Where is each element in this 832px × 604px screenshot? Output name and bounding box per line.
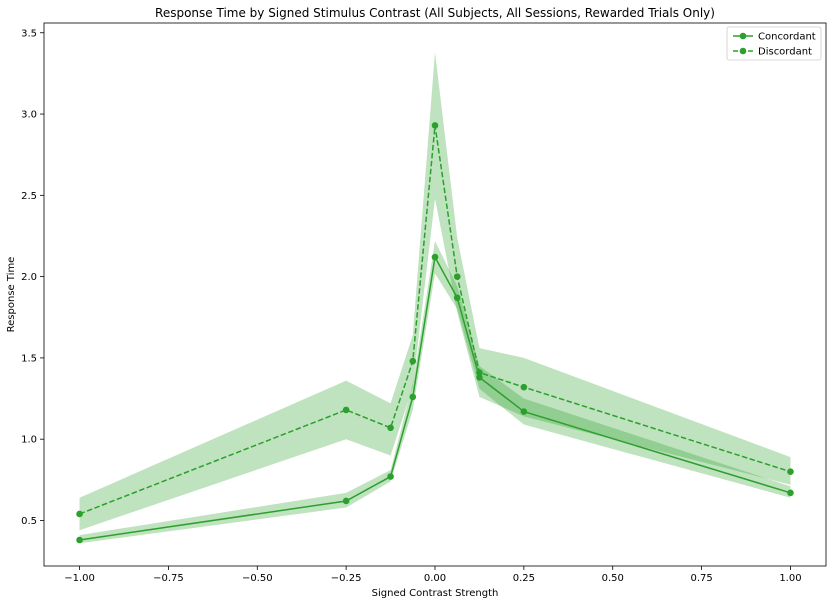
x-tick-label: 0.75: [690, 573, 712, 584]
legend-discordant-label: Discordant: [758, 47, 812, 58]
discordant-point: [787, 468, 794, 476]
legend: Concordant Discordant: [726, 26, 822, 61]
legend-concordant-label: Concordant: [758, 32, 816, 43]
y-axis-title: Response Time: [6, 257, 17, 333]
legend-discordant-marker: [739, 47, 747, 55]
y-axis: 0.5 1.0 1.5 2.0 2.5 3.0 3.5: [21, 28, 44, 527]
y-tick-label: 1.5: [21, 353, 37, 364]
x-axis: −1.00 −0.75 −0.50 −0.25 0.00 0.25 0.50 0.75 1.00: [64, 566, 802, 584]
y-tick-label: 3.0: [21, 110, 37, 121]
discordant-point: [453, 273, 461, 280]
concordant-point: [387, 473, 394, 480]
x-tick-label: −0.50: [242, 573, 273, 584]
y-tick-label: 2.0: [21, 272, 37, 283]
concordant-point: [453, 294, 461, 302]
discordant-point: [409, 357, 417, 365]
discordant-point: [387, 424, 394, 432]
x-tick-label: −0.25: [331, 573, 362, 584]
x-tick-label: 0.50: [602, 573, 624, 584]
x-tick-label: 0.25: [513, 573, 535, 584]
legend-concordant-marker: [739, 32, 747, 40]
discordant-point: [431, 122, 439, 129]
series-markers: [76, 122, 794, 544]
x-axis-title: Signed Contrast Strength: [372, 588, 499, 599]
discordant-point: [76, 510, 83, 518]
x-tick-label: 1.00: [779, 573, 801, 584]
discordant-point: [520, 383, 528, 391]
discordant-confidence-band: [79, 52, 791, 531]
y-tick-label: 0.5: [21, 516, 37, 527]
concordant-point: [431, 253, 439, 261]
concordant-point: [76, 536, 83, 544]
concordant-point: [342, 497, 350, 505]
discordant-point: [476, 369, 483, 376]
concordant-point: [520, 408, 528, 415]
discordant-point: [342, 406, 350, 414]
concordant-point: [787, 489, 794, 497]
x-tick-label: −0.75: [153, 573, 184, 584]
x-tick-label: 0.00: [424, 573, 446, 584]
y-tick-label: 3.5: [21, 28, 37, 39]
concordant-point: [409, 393, 417, 401]
x-tick-label: −1.00: [64, 573, 95, 584]
chart-title: Response Time by Signed Stimulus Contras…: [155, 6, 715, 20]
concordant-point: [476, 374, 483, 381]
y-tick-label: 1.0: [21, 435, 37, 446]
confidence-bands: [79, 52, 791, 544]
y-tick-label: 2.5: [21, 191, 37, 202]
